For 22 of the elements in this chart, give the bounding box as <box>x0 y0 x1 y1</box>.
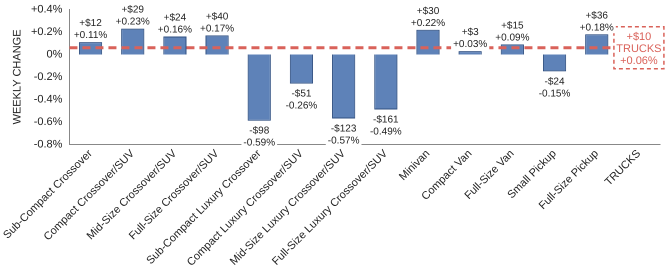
y-axis-title: WEEKLY CHANGE <box>11 29 24 124</box>
y-tick-label: -0.6% <box>34 116 63 128</box>
data-label: +$29 +0.23% <box>116 4 150 28</box>
data-label: +$40 +0.17% <box>200 11 234 34</box>
data-label: +$15 +0.09% <box>495 20 530 44</box>
data-label: -$51 -0.26% <box>286 88 318 112</box>
data-label: +$24 +0.16% <box>158 12 192 36</box>
y-tick-label: -0.4% <box>34 93 63 106</box>
y-tick-label: +0.2% <box>30 26 63 38</box>
data-label: +$3 +0.03% <box>453 27 488 50</box>
y-tick-label: 0% <box>46 48 63 61</box>
data-label: +$36 +0.18% <box>580 10 614 34</box>
data-label: +$12 +0.11% <box>74 18 108 42</box>
data-label: -$24 -0.15% <box>538 76 570 100</box>
y-tick-label: -0.8% <box>34 138 63 150</box>
data-label: -$98 -0.59% <box>243 126 276 149</box>
data-label: +$30 +0.22% <box>410 6 446 29</box>
data-label: -$123 -0.57% <box>328 123 360 146</box>
y-tick-label: -0.2% <box>34 70 63 83</box>
ref-line-label: +$10 TRUCKS +0.06% <box>616 30 662 67</box>
data-label: -$161 -0.49% <box>370 114 402 138</box>
y-tick-label: +0.4% <box>30 4 63 16</box>
